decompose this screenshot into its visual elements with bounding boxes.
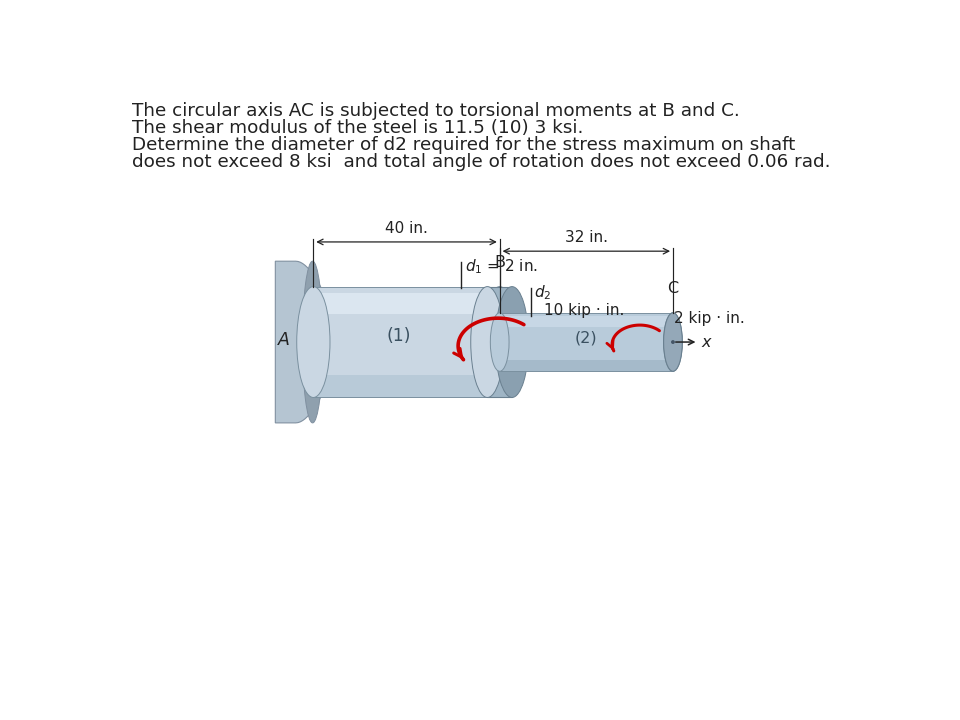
Text: 32 in.: 32 in.: [564, 230, 608, 245]
Ellipse shape: [671, 340, 675, 344]
Text: Determine the diameter of d2 required for the stress maximum on shaft: Determine the diameter of d2 required fo…: [132, 135, 795, 153]
Text: 40 in.: 40 in.: [385, 221, 428, 235]
Ellipse shape: [495, 287, 529, 397]
Text: (1): (1): [387, 327, 411, 345]
Polygon shape: [500, 312, 673, 372]
Polygon shape: [500, 316, 673, 328]
Polygon shape: [500, 359, 673, 372]
Text: $d_1$ = 2 in.: $d_1$ = 2 in.: [465, 257, 539, 276]
Text: The shear modulus of the steel is 11.5 (10) 3 ksi.: The shear modulus of the steel is 11.5 (…: [132, 119, 583, 137]
Ellipse shape: [663, 312, 683, 372]
Polygon shape: [313, 287, 500, 397]
Polygon shape: [488, 287, 512, 397]
Text: x: x: [702, 335, 711, 349]
Text: does not exceed 8 ksi  and total angle of rotation does not exceed 0.06 rad.: does not exceed 8 ksi and total angle of…: [132, 153, 830, 171]
Ellipse shape: [470, 287, 504, 397]
Text: The circular axis AC is subjected to torsional moments at B and C.: The circular axis AC is subjected to tor…: [132, 102, 739, 120]
Ellipse shape: [666, 328, 680, 356]
Text: A: A: [278, 331, 290, 349]
Text: 10 kip · in.: 10 kip · in.: [544, 303, 625, 318]
Ellipse shape: [297, 287, 330, 397]
Polygon shape: [313, 293, 500, 315]
Text: (2): (2): [575, 330, 598, 346]
Ellipse shape: [488, 315, 512, 370]
Text: C: C: [667, 281, 679, 296]
Polygon shape: [276, 261, 335, 423]
Ellipse shape: [663, 312, 683, 372]
Text: B: B: [494, 255, 505, 270]
Ellipse shape: [491, 312, 509, 372]
Text: 2 kip · in.: 2 kip · in.: [674, 312, 744, 326]
Text: $d_2$: $d_2$: [535, 284, 552, 302]
Ellipse shape: [302, 261, 323, 423]
Ellipse shape: [483, 287, 516, 397]
Polygon shape: [313, 375, 500, 397]
